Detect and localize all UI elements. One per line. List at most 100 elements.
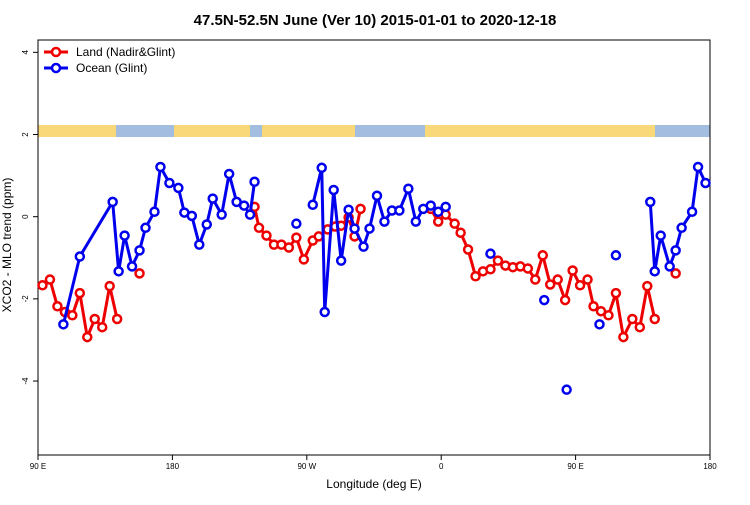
data-point: [74, 287, 86, 299]
data-point: [537, 250, 548, 261]
y-tick-label: -2: [21, 295, 30, 303]
data-point: [319, 306, 330, 318]
data-point: [186, 210, 198, 222]
data-point: [291, 232, 302, 243]
y-tick-label: 2: [21, 132, 30, 137]
data-point: [58, 319, 69, 330]
x-tick-label: 90 E: [567, 462, 583, 471]
data-point: [588, 301, 599, 312]
data-point: [634, 321, 646, 333]
data-point: [291, 218, 302, 229]
map-band: [38, 125, 710, 137]
y-tick-label: 0: [21, 214, 30, 219]
y-tick-label: 4: [21, 50, 30, 55]
data-point: [544, 279, 556, 290]
x-tick-label: 180: [166, 462, 180, 471]
data-point: [164, 177, 175, 189]
data-point: [595, 305, 607, 317]
data-point: [307, 199, 319, 211]
data-point: [664, 261, 675, 272]
series-line: [61, 162, 257, 325]
data-point: [223, 168, 235, 180]
data-point: [492, 255, 504, 266]
data-point: [316, 162, 327, 174]
data-point: [89, 313, 100, 325]
series-line: [648, 161, 707, 272]
data-point: [394, 205, 405, 216]
data-point: [201, 219, 212, 230]
data-point: [355, 203, 366, 215]
data-point: [37, 280, 48, 291]
data-point: [298, 254, 310, 265]
data-point: [253, 222, 265, 234]
data-point: [425, 200, 436, 211]
data-point: [238, 200, 250, 211]
data-point: [104, 280, 115, 292]
data-point: [371, 190, 383, 201]
data-point: [603, 310, 614, 321]
data-point: [134, 245, 145, 256]
data-point: [686, 206, 698, 218]
data-point: [82, 331, 93, 343]
data-point: [403, 183, 414, 194]
data-point: [335, 255, 347, 266]
x-tick-label: 180: [703, 462, 717, 471]
data-point: [594, 319, 605, 330]
data-point: [485, 248, 496, 259]
data-point: [645, 196, 656, 208]
ocean-strip: [116, 125, 174, 137]
data-point: [700, 177, 711, 189]
data-point: [44, 274, 56, 285]
data-point: [96, 321, 108, 333]
data-point: [485, 264, 496, 275]
legend-label: Land (Nadir&Glint): [76, 45, 175, 59]
ocean-strip: [655, 125, 710, 137]
data-point: [343, 204, 354, 215]
data-point: [559, 294, 571, 306]
data-point: [567, 265, 578, 276]
plot-frame: [37, 39, 711, 456]
legend-marker: [50, 62, 62, 74]
data-point: [328, 184, 339, 196]
data-point: [670, 245, 681, 256]
data-point: [74, 251, 86, 262]
chart-title: 47.5N-52.5N June (Ver 10) 2015-01-01 to …: [194, 12, 557, 29]
data-point: [313, 231, 324, 242]
series-line: [429, 208, 657, 342]
data-point: [126, 261, 138, 272]
data-point: [655, 230, 666, 241]
data-point: [216, 209, 227, 220]
data-point: [67, 310, 78, 321]
data-point: [140, 222, 151, 234]
data-point: [561, 384, 572, 395]
legend-marker: [50, 46, 62, 58]
data-point: [449, 218, 460, 229]
data-point: [113, 266, 124, 277]
data-point: [364, 223, 375, 234]
data-point: [530, 274, 541, 285]
data-point: [119, 230, 130, 241]
x-tick-label: 0: [439, 462, 444, 471]
data-point: [470, 271, 481, 282]
data-point: [610, 250, 622, 261]
data-point: [194, 239, 205, 250]
data-point: [610, 287, 622, 299]
data-point: [432, 206, 444, 218]
data-point: [249, 176, 260, 188]
data-point: [538, 294, 550, 306]
x-axis-label: Longitude (deg E): [326, 477, 421, 491]
data-point: [173, 182, 184, 194]
data-point: [627, 313, 638, 325]
data-point: [552, 274, 563, 285]
data-point: [522, 263, 534, 274]
data-point: [462, 244, 474, 255]
legend-label: Ocean (Glint): [76, 61, 147, 75]
data-point: [149, 206, 160, 218]
data-point: [244, 209, 256, 220]
x-tick-label: 90 W: [297, 462, 316, 471]
data-point: [676, 222, 687, 234]
data-point: [358, 241, 369, 252]
data-point: [649, 313, 660, 325]
